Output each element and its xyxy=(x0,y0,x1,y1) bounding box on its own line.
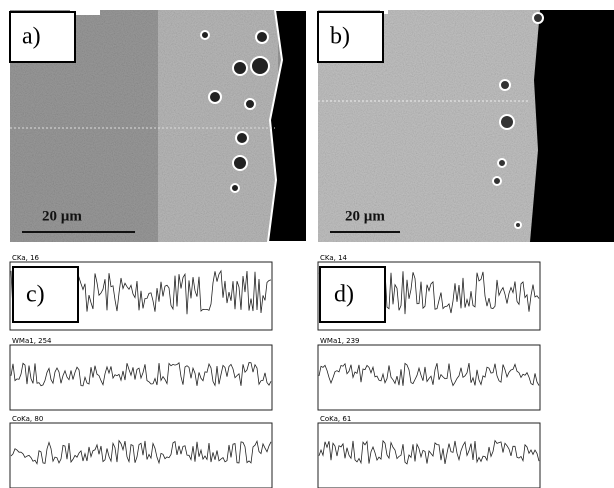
trace-label: CKa, 16 xyxy=(12,254,40,262)
label-box xyxy=(12,266,79,323)
trace xyxy=(10,362,272,387)
trace-box xyxy=(317,422,541,488)
label-box xyxy=(319,266,386,323)
panel-label: b) xyxy=(330,24,350,50)
trace xyxy=(318,362,540,387)
trace-label: WMa1, 254 xyxy=(12,337,52,345)
trace-label: CKa, 14 xyxy=(320,254,348,262)
trace-label: WMa1, 239 xyxy=(320,337,360,345)
trace xyxy=(10,439,272,465)
panel-label: a) xyxy=(22,24,41,50)
label-box xyxy=(9,11,76,63)
scale-label: 20 µm xyxy=(42,208,82,224)
trace-label: CoKa, 80 xyxy=(12,415,43,423)
panel-label: c) xyxy=(26,282,45,308)
trace-label: CoKa, 61 xyxy=(320,415,351,423)
label-box xyxy=(317,11,384,63)
panel-label: d) xyxy=(334,282,354,308)
trace-box xyxy=(9,422,273,488)
sem-image-a xyxy=(10,10,307,242)
trace xyxy=(318,439,540,465)
trace-box xyxy=(317,344,541,411)
scale-label: 20 µm xyxy=(345,208,385,224)
